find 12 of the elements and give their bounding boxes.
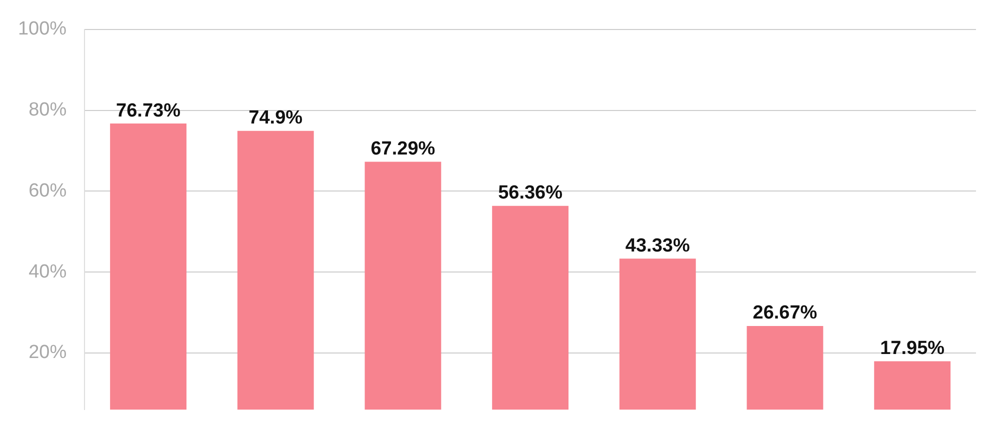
y-tick-label: 20% <box>28 342 67 364</box>
data-label: 76.73% <box>116 100 181 122</box>
data-label: 74.9% <box>248 108 303 129</box>
data-label: 26.67% <box>752 302 818 324</box>
data-label: 56.36% <box>498 182 563 204</box>
y-tick-label: 60% <box>28 180 67 202</box>
y-tick-label: 100% <box>18 18 67 40</box>
data-label: 67.29% <box>370 138 436 160</box>
y-tick-label: 40% <box>28 261 67 282</box>
data-label: 43.33% <box>625 235 690 256</box>
data-label: 17.95% <box>880 338 945 359</box>
y-tick-label: 80% <box>28 100 67 121</box>
